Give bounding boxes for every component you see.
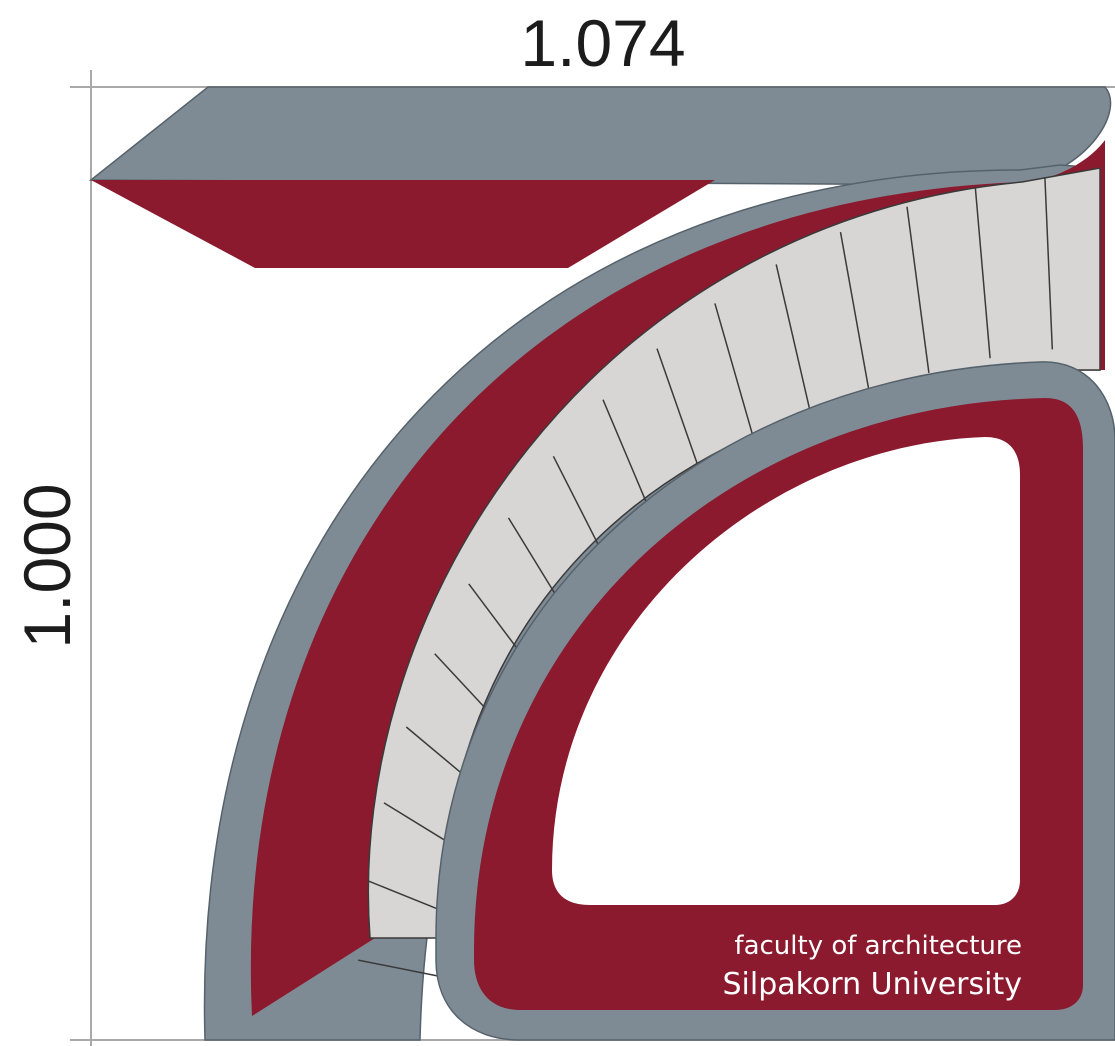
inner-window-white — [552, 437, 1020, 905]
stone-joint-line — [656, 348, 706, 487]
stone-joint-line — [358, 959, 439, 977]
stone-arc — [367, 167, 1101, 939]
top-beam-grey — [88, 86, 1112, 186]
stone-joint-line — [714, 303, 758, 451]
stone-joint-line — [906, 206, 930, 373]
logo-text-line2: Silpakorn University — [723, 967, 1023, 1002]
stone-joint-line — [839, 231, 871, 394]
stone-joint-line — [367, 880, 447, 914]
height-dimension-label: 1.000 — [10, 483, 84, 648]
width-dimension-label: 1.074 — [520, 6, 685, 80]
stone-joint-line — [775, 264, 813, 420]
stone-joint-line — [1044, 177, 1054, 350]
logo-text-line1: faculty of architecture — [734, 931, 1022, 961]
stone-joint-line — [974, 188, 991, 359]
wedge-red — [91, 180, 715, 268]
